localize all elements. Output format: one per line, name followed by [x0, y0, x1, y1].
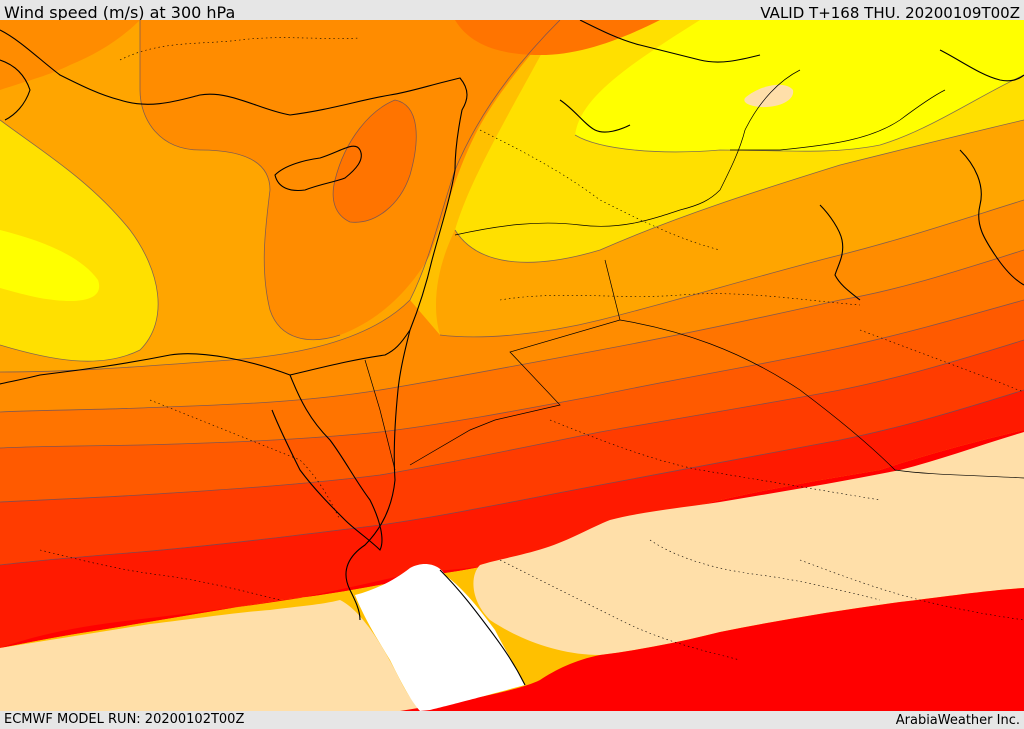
- map-footer: ECMWF MODEL RUN: 20200102T00Z ArabiaWeat…: [0, 711, 1024, 729]
- map-title: Wind speed (m/s) at 300 hPa: [4, 3, 236, 22]
- band-red-orange: [0, 340, 1024, 565]
- province-borders: [39, 37, 1024, 661]
- band-orange-south-1: [0, 200, 1024, 412]
- model-run-label: ECMWF MODEL RUN: 20200102T00Z: [4, 712, 245, 727]
- band-cream-sw: [0, 600, 425, 711]
- band-red-2: [0, 430, 1024, 648]
- band-ne-yellow-inner: [575, 20, 1024, 152]
- valid-time: VALID T+168 THU. 20200109T00Z: [760, 4, 1020, 22]
- band-orange-south-3: [0, 300, 1024, 502]
- band-red-1: [0, 390, 1024, 648]
- red-sea-area: [355, 564, 525, 711]
- coastlines: [0, 20, 1024, 686]
- wind-speed-map: [0, 20, 1024, 711]
- band-west-yellow-inner: [0, 230, 100, 301]
- band-light-orange-east: [435, 120, 1024, 337]
- band-aegean: [0, 20, 140, 90]
- band-north-strip: [455, 20, 660, 55]
- contour-lines: [0, 20, 1024, 566]
- band-cream-arabia: [473, 432, 1024, 655]
- map-header: Wind speed (m/s) at 300 hPa VALID T+168 …: [0, 0, 1024, 22]
- credit-label: ArabiaWeather Inc.: [895, 713, 1020, 728]
- band-ne-cream-spot: [744, 84, 794, 108]
- band-orange-south-2: [0, 250, 1024, 448]
- band-red-south: [400, 588, 1024, 711]
- political-borders: [364, 69, 1024, 479]
- band-west-yellow-outer: [0, 120, 159, 362]
- band-orange-cyprus-core: [333, 100, 417, 223]
